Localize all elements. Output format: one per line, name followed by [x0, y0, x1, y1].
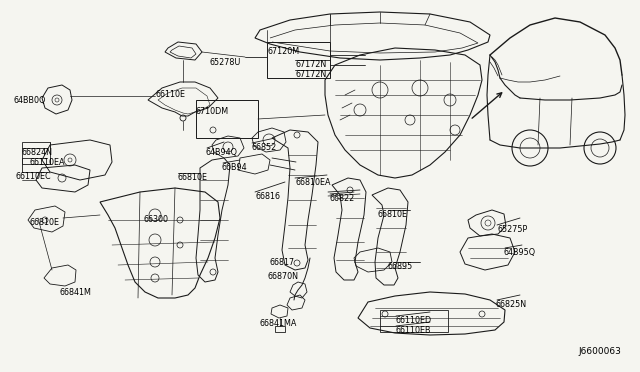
Text: 64BB0Q: 64BB0Q — [14, 96, 46, 105]
Bar — [267, 42, 330, 78]
Text: 66B94: 66B94 — [222, 163, 248, 172]
Text: 67172N: 67172N — [295, 70, 326, 79]
Text: 66841M: 66841M — [60, 288, 92, 297]
Text: 66300: 66300 — [143, 215, 168, 224]
Text: 66870N: 66870N — [268, 272, 299, 281]
Text: 64B94Q: 64B94Q — [205, 148, 237, 157]
Text: 66841MA: 66841MA — [260, 319, 298, 328]
Text: 66110EB: 66110EB — [396, 326, 431, 335]
Text: 67172N: 67172N — [295, 60, 326, 69]
Text: 66895: 66895 — [387, 262, 412, 271]
Text: 66822: 66822 — [330, 194, 355, 203]
Text: 66110EC: 66110EC — [16, 172, 52, 181]
Text: 66810E: 66810E — [178, 173, 208, 182]
Text: 64B95Q: 64B95Q — [504, 248, 536, 257]
Text: 66110EA: 66110EA — [30, 158, 65, 167]
Bar — [196, 100, 258, 138]
Text: 66810EA: 66810EA — [295, 178, 330, 187]
Text: 66110E: 66110E — [155, 90, 185, 99]
Text: 66110ED: 66110ED — [396, 316, 432, 325]
Text: 65275P: 65275P — [497, 225, 527, 234]
Text: 66852: 66852 — [252, 143, 277, 152]
Text: 65278U: 65278U — [210, 58, 241, 67]
Text: 66810E: 66810E — [30, 218, 60, 227]
Text: 66810E: 66810E — [378, 210, 408, 219]
Text: J6600063: J6600063 — [578, 347, 621, 356]
Text: 66825N: 66825N — [496, 300, 527, 309]
Text: 67120M: 67120M — [267, 47, 299, 56]
Text: 66824N: 66824N — [22, 148, 53, 157]
Text: 66817: 66817 — [270, 258, 295, 267]
Bar — [22, 142, 50, 164]
Bar — [380, 310, 448, 332]
Text: 66816: 66816 — [255, 192, 280, 201]
Text: 6710DM: 6710DM — [196, 107, 229, 116]
